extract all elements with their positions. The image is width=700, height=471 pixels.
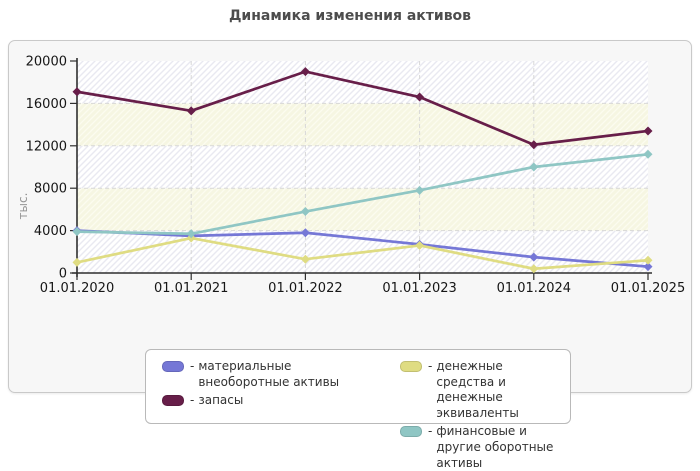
svg-text:01.01.2021: 01.01.2021 [154, 281, 228, 296]
legend-label: материальные внеоборотные активы [198, 359, 340, 389]
legend-dash: - [428, 359, 433, 373]
svg-text:12000: 12000 [26, 139, 67, 154]
svg-text:01.01.2024: 01.01.2024 [497, 281, 571, 296]
legend-label: финансовые и другие оборотные активы [436, 424, 554, 470]
line-chart-plot-area[interactable]: 0 4000 8000 12000 16000 20000 01.01.2020 01.01.… [0, 0, 700, 400]
chart-title: Динамика изменения активов [228, 8, 472, 24]
legend-item-financial-assets: - финансовые и другие оборотные активы [400, 424, 558, 471]
legend-swatch-financial-assets [400, 426, 422, 438]
legend-swatch-cash [400, 361, 422, 372]
svg-text:01.01.2023: 01.01.2023 [382, 281, 456, 296]
svg-text:01.01.2025: 01.01.2025 [611, 281, 685, 296]
svg-text:20000: 20000 [26, 55, 67, 70]
svg-text:0: 0 [59, 267, 67, 282]
svg-text:8000: 8000 [34, 182, 67, 197]
svg-text:4000: 4000 [34, 224, 67, 239]
svg-text:16000: 16000 [26, 97, 67, 112]
legend-item-material-assets: - материальные внеоборотные активы [162, 359, 374, 390]
svg-text:01.01.2020: 01.01.2020 [40, 281, 114, 296]
legend-dash: - [428, 424, 433, 439]
legend-dash: - [190, 359, 195, 373]
svg-text:01.01.2022: 01.01.2022 [268, 281, 342, 296]
legend-swatch-material-assets [162, 361, 184, 372]
